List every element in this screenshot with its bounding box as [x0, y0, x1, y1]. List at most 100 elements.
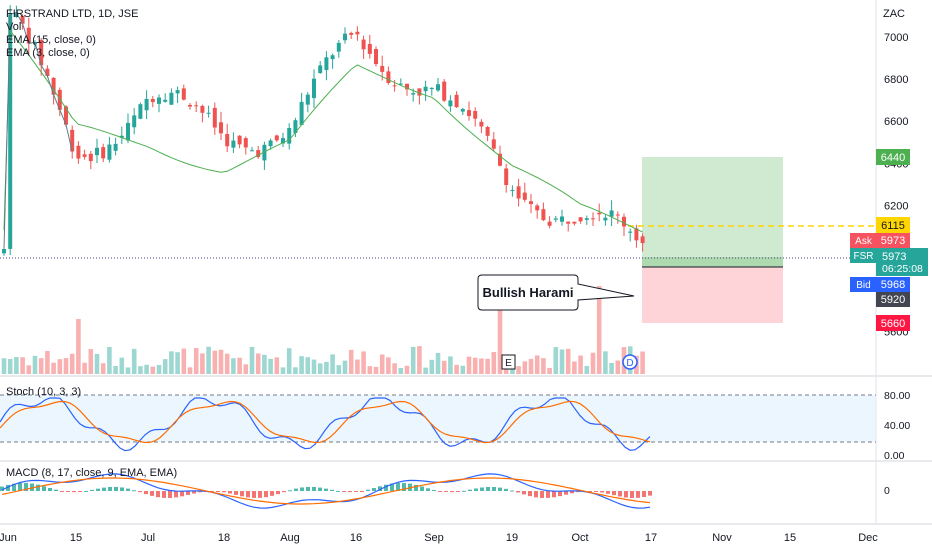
candle-body	[417, 88, 422, 96]
volume-bar	[528, 358, 534, 374]
stoch-tick-80: 80.00	[884, 390, 910, 402]
macd-legend[interactable]: MACD (8, 17, close, 9, EMA, EMA)	[6, 467, 178, 479]
macd-hist-bar	[474, 488, 478, 491]
macd-hist-bar	[234, 491, 238, 495]
candle-body	[157, 97, 161, 104]
macd-hist-bar	[96, 488, 100, 491]
entry-zone[interactable]	[642, 257, 783, 267]
volume-bar	[497, 286, 503, 374]
candle-body	[553, 218, 558, 220]
bid-tag[interactable]: Bid 5968	[850, 277, 910, 292]
macd-hist-bar	[306, 486, 310, 491]
macd-hist-bar	[468, 489, 472, 491]
volume-bar	[330, 354, 335, 374]
volume-bar	[603, 351, 608, 374]
last-price-value: 5973	[882, 251, 906, 263]
price-axis[interactable]: 700068006600640062005600	[884, 32, 908, 339]
volume-bar	[193, 348, 199, 374]
volume-bar	[169, 351, 174, 374]
volume-bar	[305, 357, 311, 374]
macd-hist-bar	[210, 491, 214, 492]
stop-zone[interactable]	[642, 267, 783, 323]
candle-body	[274, 135, 279, 141]
volume-bar	[57, 359, 63, 374]
ask-label: Ask	[855, 236, 873, 247]
candle-body	[101, 147, 106, 159]
symbol-title[interactable]: FIRSTRAND LTD, 1D, JSE	[6, 8, 139, 20]
volume-bar	[200, 353, 205, 374]
candle-body	[522, 192, 527, 200]
bullish-harami-callout[interactable]: Bullish Harami	[477, 274, 635, 311]
dividend-marker[interactable]: D	[622, 354, 638, 370]
volume-bar	[584, 365, 590, 374]
candle-body	[584, 218, 589, 220]
low-price-tag[interactable]: 5920	[876, 292, 910, 307]
volume-bar	[534, 355, 540, 374]
candle-body	[491, 139, 496, 149]
time-axis[interactable]: Jun 15 Jul 18 Aug 16 Sep 19 Oct 17 Nov 15 Dec	[0, 532, 878, 544]
volume-bar	[187, 367, 193, 374]
volume-bar	[268, 358, 273, 374]
volume-bar	[218, 349, 224, 374]
macd-line[interactable]	[1, 473, 651, 509]
candle-body	[8, 14, 13, 249]
candle-body	[529, 201, 533, 205]
last-price-tag[interactable]: FSR 5973 06:25:08	[850, 248, 928, 276]
macd-hist-bar	[522, 491, 526, 495]
macd-hist-bar	[36, 484, 40, 491]
volume-bar	[516, 366, 521, 374]
target-zone[interactable]	[642, 157, 783, 257]
indicator-axis[interactable]: 80.00 40.00 0.00 0	[884, 390, 910, 497]
target-price-tag[interactable]: 6440	[876, 149, 910, 165]
volume-bar	[361, 351, 366, 374]
volume-bar	[336, 365, 342, 374]
macd-hist-bar	[162, 491, 166, 498]
macd-hist-bar	[282, 491, 286, 493]
ask-tag[interactable]: Ask 5973	[850, 233, 910, 248]
macd-hist-bar	[324, 488, 328, 491]
earnings-marker[interactable]: E	[501, 354, 516, 370]
macd-hist-bar	[66, 491, 70, 492]
macd-hist-bar	[546, 491, 550, 498]
volume-bar	[565, 348, 571, 374]
candle-body	[287, 128, 292, 144]
macd-hist-bar	[564, 491, 568, 495]
macd-hist-bar	[486, 486, 490, 491]
ema3-line[interactable]	[3, 12, 73, 250]
candle-body	[405, 83, 409, 90]
ema15-line[interactable]	[3, 29, 643, 233]
candle-body	[628, 231, 633, 233]
volume-bar	[460, 365, 466, 374]
volume-bar	[510, 367, 515, 374]
macd-hist-bar	[246, 491, 250, 498]
macd-hist-bar	[420, 486, 424, 491]
macd-hist-bar	[594, 491, 598, 492]
volume-bar	[113, 366, 118, 374]
volume-bar	[609, 362, 614, 374]
volume-bar	[435, 353, 441, 374]
volume-bar	[572, 361, 577, 374]
volume-bar	[181, 348, 187, 374]
ema15-legend[interactable]: EMA (15, close, 0)	[6, 34, 96, 46]
candle-body	[634, 228, 639, 241]
candle-body	[299, 101, 304, 125]
ema3-legend[interactable]: EMA (3, close, 0)	[6, 47, 90, 59]
macd-hist-bar	[150, 491, 154, 496]
resistance-price-tag[interactable]: 6115	[876, 217, 910, 233]
stoch-d-line[interactable]	[0, 400, 651, 444]
macd-hist-bar	[600, 491, 604, 493]
risk-reward-zones[interactable]	[642, 157, 783, 323]
stop-price-tag[interactable]: 5660	[876, 315, 910, 331]
volume-legend[interactable]: Vol	[6, 21, 22, 33]
currency-label: ZAC	[883, 8, 905, 20]
volume-bar	[485, 358, 490, 374]
macd-signal-line[interactable]	[1, 477, 651, 505]
candle-body	[411, 93, 416, 95]
volume-bar	[590, 352, 596, 374]
candle-body	[622, 216, 626, 227]
volume-bar	[32, 355, 38, 374]
time-tick: 15	[784, 532, 796, 544]
stoch-legend[interactable]: Stoch (10, 3, 3)	[6, 386, 82, 398]
